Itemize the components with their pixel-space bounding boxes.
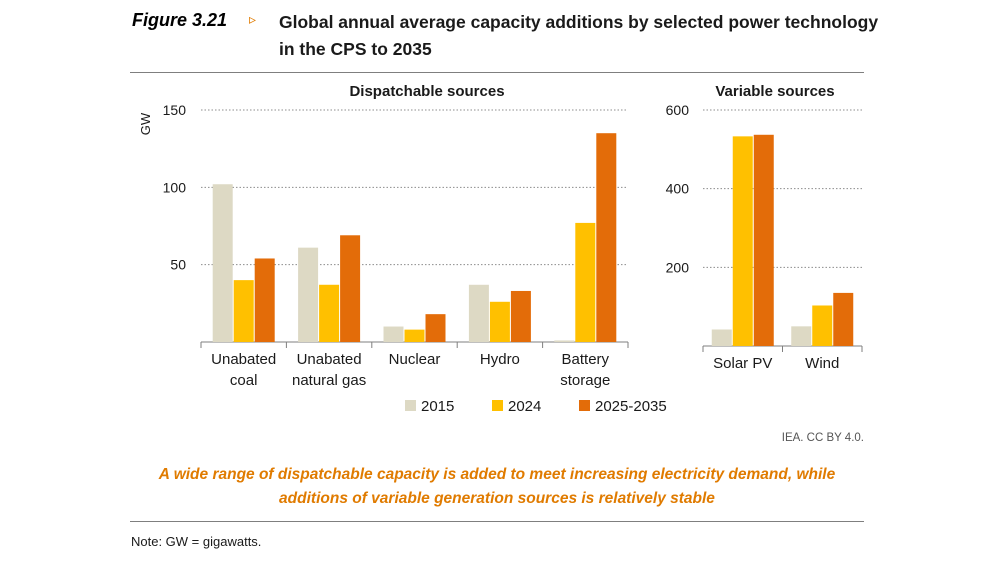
- bar-battery-storage-2025-2035: [596, 133, 617, 342]
- bar-unabated-natural-gas-2024: [319, 284, 340, 342]
- bar-nuclear-2024: [404, 329, 425, 342]
- category-label: natural gas: [292, 372, 366, 389]
- bar-unabated-natural-gas-2025-2035: [340, 235, 361, 342]
- category-label: coal: [230, 372, 258, 389]
- figure-arrow-icon: ▹: [249, 11, 257, 27]
- dispatchable-panel: Dispatchable sources GW 50 100 150 Unabated co…: [138, 83, 629, 389]
- caption-text: A wide range of dispatchable capacity is…: [158, 466, 836, 507]
- category-label: Nuclear: [389, 351, 441, 368]
- category-label: Solar PV: [713, 355, 772, 372]
- bar-hydro-2025-2035: [510, 290, 531, 342]
- bar-nuclear-2015: [383, 326, 404, 342]
- y-tick-label: 600: [666, 102, 690, 118]
- figure-title: Global annual average capacity additions…: [279, 12, 879, 59]
- y-tick-label: 50: [170, 257, 186, 273]
- legend-swatch-2015: [405, 400, 416, 411]
- bar-solar-pv-2015: [711, 329, 732, 346]
- panel-title: Variable sources: [715, 83, 834, 100]
- figure-label: Figure 3.21: [132, 10, 228, 30]
- legend-swatch-2025-2035: [579, 400, 590, 411]
- category-label: Wind: [805, 355, 839, 372]
- category-label: Unabated: [211, 351, 276, 368]
- variable-panel: Variable sources 200 400 600 Solar PV Wind: [666, 83, 863, 372]
- bar-battery-storage-2015: [554, 340, 575, 342]
- y-tick-label: 150: [163, 102, 187, 118]
- bar-wind-2025-2035: [833, 292, 854, 346]
- category-label: Unabated: [297, 351, 362, 368]
- bar-solar-pv-2025-2035: [753, 134, 774, 346]
- bar-hydro-2024: [489, 301, 510, 342]
- bar-unabated-coal-2025-2035: [254, 258, 275, 342]
- category-label: Battery: [562, 351, 610, 368]
- legend-label-2024: 2024: [508, 398, 541, 415]
- bar-hydro-2015: [468, 284, 489, 342]
- bar-unabated-coal-2024: [233, 280, 254, 342]
- legend-swatch-2024: [492, 400, 503, 411]
- legend-label-2025-2035: 2025-2035: [595, 398, 667, 415]
- bar-wind-2024: [812, 305, 833, 346]
- bottom-rule: [130, 521, 864, 522]
- legend: 2015 2024 2025-2035: [405, 398, 667, 415]
- legend-label-2015: 2015: [421, 398, 454, 415]
- top-rule: [130, 72, 864, 73]
- bar-nuclear-2025-2035: [425, 314, 446, 342]
- bar-unabated-natural-gas-2015: [298, 247, 319, 342]
- y-tick-label: 200: [666, 259, 690, 275]
- bar-battery-storage-2024: [575, 222, 596, 342]
- y-tick-label: 400: [666, 181, 690, 197]
- bar-unabated-coal-2015: [212, 184, 233, 342]
- category-label: storage: [560, 372, 610, 389]
- y-tick-label: 100: [163, 179, 187, 195]
- panel-title: Dispatchable sources: [349, 83, 504, 100]
- note-text: Note: GW = gigawatts.: [131, 534, 262, 549]
- bar-solar-pv-2024: [732, 136, 753, 346]
- credit-text: IEA. CC BY 4.0.: [781, 432, 864, 444]
- category-label: Hydro: [480, 351, 520, 368]
- bar-wind-2015: [791, 326, 812, 346]
- y-axis-label: GW: [138, 112, 153, 135]
